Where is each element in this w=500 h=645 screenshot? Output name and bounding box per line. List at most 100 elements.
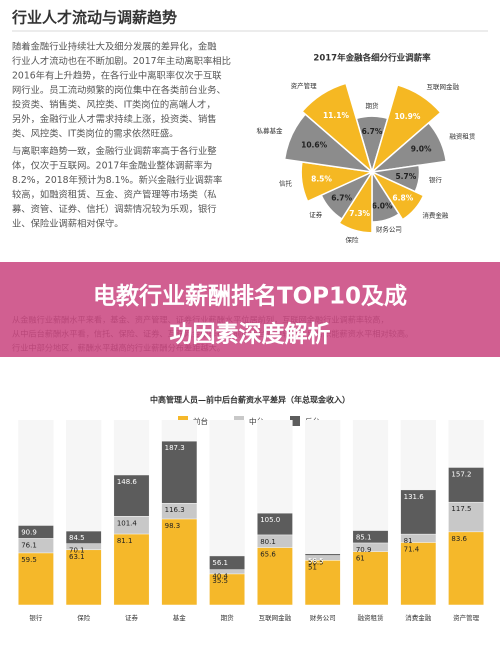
paragraph-line: 体，仅次于互联网。2017年金融业整体调薪率为 bbox=[12, 160, 212, 172]
legend-label: 中台 bbox=[249, 416, 264, 426]
legend-swatch bbox=[290, 416, 300, 426]
bar-value-label: 35.5 bbox=[212, 577, 228, 585]
bar bbox=[304, 560, 341, 606]
bar bbox=[400, 542, 437, 606]
x-tick-label: 证券 bbox=[125, 613, 139, 622]
rose-slice bbox=[369, 170, 425, 221]
paragraph-line: 随着金融行业持续壮大及细分发展的差异化，金融 bbox=[12, 41, 217, 53]
paragraph-line: 较高，如融资租赁、互金、资产管理等市场类（私 bbox=[12, 189, 217, 201]
slice-value-label: 8.5% bbox=[311, 174, 332, 183]
bar-value-label: 63.1 bbox=[69, 553, 85, 561]
banner-title: 电教行业薪酬排名TOP10及成 bbox=[93, 283, 407, 310]
x-tick-label: 基金 bbox=[173, 613, 187, 622]
bar-value-label: 85.1 bbox=[356, 534, 372, 542]
x-tick-label: 保险 bbox=[77, 613, 91, 622]
bar bbox=[209, 573, 246, 606]
bar-value-label: 40.4 bbox=[212, 573, 228, 581]
bar-value-label: 61 bbox=[356, 555, 365, 563]
bar-value-label: 81.1 bbox=[117, 537, 133, 545]
paragraph-line: 网行业。员工流动频繁的岗位集中在各类前台业务、 bbox=[12, 84, 226, 96]
heading: 行业人才流动与调薪趋势 bbox=[11, 9, 177, 27]
slice-category-label: 私募基金 bbox=[257, 126, 284, 135]
slice-category-label: 消费金融 bbox=[422, 211, 449, 220]
slice-value-label: 10.9% bbox=[394, 112, 421, 121]
chart-title: 2017年金融各细分行业调薪率 bbox=[313, 53, 431, 64]
bar-value-label: 157.2 bbox=[451, 470, 471, 478]
banner bbox=[0, 262, 500, 357]
paragraph-line: 8.2%，2018年预计为8.1%。新兴金融行业调薪率 bbox=[12, 174, 222, 186]
bar-value-label: 70.9 bbox=[356, 546, 372, 554]
x-tick-label: 消费金融 bbox=[405, 613, 432, 622]
x-tick-label: 融资租赁 bbox=[358, 613, 385, 622]
slice-value-label: 5.7% bbox=[395, 172, 416, 181]
rose-slice bbox=[370, 83, 442, 175]
bar-value-label: 131.6 bbox=[404, 493, 425, 501]
bar-value-label: 65.6 bbox=[260, 551, 276, 559]
paragraph-line: 另外，金融行业人才需求持续上涨，投资类、销售 bbox=[12, 113, 217, 125]
chart-title: 中高管理人员—前中后台薪资水平差异（年总现金收入） bbox=[150, 395, 350, 405]
bar-value-label: 117.5 bbox=[451, 505, 471, 513]
paragraph-line: 募、资管、证券、信托）调薪情况较为乐观，银行 bbox=[12, 203, 217, 215]
slice-category-label: 银行 bbox=[429, 175, 443, 184]
bar bbox=[352, 551, 389, 606]
bar-value-label: 116.3 bbox=[165, 506, 185, 514]
bar-value-label: 105.0 bbox=[260, 516, 280, 524]
slice-value-label: 11.1% bbox=[323, 111, 350, 120]
bar bbox=[17, 552, 54, 606]
bar-value-label: 76.1 bbox=[21, 541, 37, 549]
slice-category-label: 互联网金融 bbox=[427, 82, 460, 91]
bar-value-label: 83.6 bbox=[451, 535, 467, 543]
paragraph-line: 业、保险业调薪相对保守。 bbox=[12, 218, 124, 230]
bar bbox=[256, 547, 293, 606]
slice-category-label: 融资租赁 bbox=[449, 132, 476, 141]
bar-value-label: 70.1 bbox=[69, 547, 85, 555]
slice-category-label: 资产管理 bbox=[291, 81, 318, 90]
rose-slice bbox=[301, 82, 374, 175]
x-tick-label: 银行 bbox=[29, 613, 43, 622]
rose-slice bbox=[369, 121, 448, 174]
x-tick-label: 互联网金融 bbox=[259, 613, 292, 622]
bar bbox=[113, 533, 150, 606]
x-tick-label: 资产管理 bbox=[453, 613, 480, 622]
slice-value-label: 6.7% bbox=[362, 127, 383, 136]
paragraph-line: 投资类、销售类、风控类、IT类岗位的高端人才， bbox=[12, 99, 216, 111]
slice-category-label: 证券 bbox=[309, 210, 323, 219]
paragraph-line: 行业人才流动也在不断加剧。2017年主动离职率相比 bbox=[12, 55, 231, 67]
bar-value-label: 90.9 bbox=[21, 528, 37, 536]
slice-value-label: 6.0% bbox=[372, 202, 393, 211]
bar-value-label: 71.4 bbox=[404, 546, 420, 554]
bar-value-label: 148.6 bbox=[117, 478, 138, 486]
slice-category-label: 信托 bbox=[279, 179, 293, 188]
paragraph-line: 2016年有上升趋势，在各行业中离职率仅次于互联 bbox=[12, 70, 222, 82]
slice-category-label: 保险 bbox=[346, 235, 360, 244]
slice-value-label: 6.8% bbox=[392, 194, 413, 203]
bar bbox=[448, 531, 485, 606]
banner-title: 功因素深度解析 bbox=[170, 321, 331, 348]
x-tick-label: 财务公司 bbox=[310, 613, 336, 622]
bar-value-label: 56.5 bbox=[308, 559, 324, 567]
slice-category-label: 财务公司 bbox=[376, 225, 402, 234]
slice-value-label: 7.3% bbox=[349, 209, 370, 218]
bar-value-label: 81 bbox=[404, 537, 413, 545]
rose-slice bbox=[338, 169, 373, 234]
paragraph-line: 类、风控类、IT类岗位的需求依然旺盛。 bbox=[12, 128, 178, 140]
bar-value-label: 58.5 bbox=[308, 557, 324, 565]
bar-value-label: 59.5 bbox=[21, 556, 37, 564]
slice-value-label: 6.7% bbox=[331, 193, 352, 202]
paragraph-line: 与离职率趋势一致，金融行业调薪率高于各行业整 bbox=[12, 145, 217, 157]
bar bbox=[65, 549, 102, 606]
slice-value-label: 10.6% bbox=[301, 141, 328, 150]
bar-value-label: 101.4 bbox=[117, 519, 138, 527]
slice-category-label: 期货 bbox=[366, 101, 380, 110]
x-tick-label: 期货 bbox=[221, 613, 235, 622]
bar-value-label: 84.5 bbox=[69, 534, 85, 542]
slice-value-label: 9.0% bbox=[411, 145, 432, 154]
bar-value-label: 187.3 bbox=[165, 444, 185, 452]
bar bbox=[161, 518, 198, 606]
bar-value-label: 51 bbox=[308, 563, 317, 571]
bar-value-label: 98.3 bbox=[165, 522, 181, 530]
bar-value-label: 80.1 bbox=[260, 538, 276, 546]
bar-value-label: 56.1 bbox=[212, 559, 228, 567]
legend-label: 前台 bbox=[193, 416, 208, 426]
